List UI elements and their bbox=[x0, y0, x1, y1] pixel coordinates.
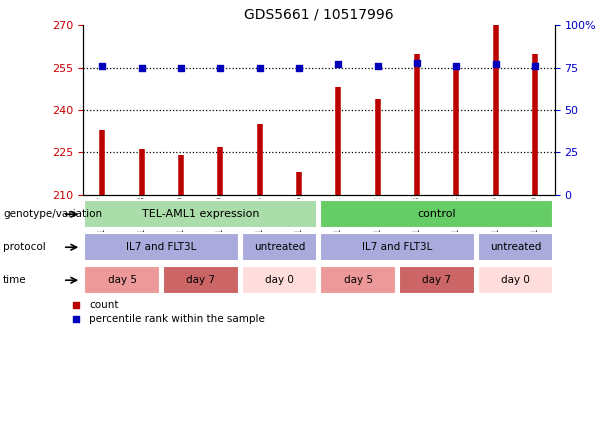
Bar bbox=[399, 266, 474, 294]
Point bbox=[255, 64, 265, 71]
Bar bbox=[85, 233, 238, 261]
Text: percentile rank within the sample: percentile rank within the sample bbox=[89, 314, 265, 324]
Bar bbox=[85, 266, 160, 294]
Point bbox=[71, 316, 81, 323]
Text: day 5: day 5 bbox=[344, 275, 373, 285]
Bar bbox=[85, 200, 317, 228]
Point bbox=[491, 61, 501, 68]
Title: GDS5661 / 10517996: GDS5661 / 10517996 bbox=[244, 8, 394, 22]
Text: day 7: day 7 bbox=[422, 275, 451, 285]
Point bbox=[71, 301, 81, 308]
Point bbox=[452, 63, 462, 69]
Text: IL7 and FLT3L: IL7 and FLT3L bbox=[362, 242, 433, 252]
Text: genotype/variation: genotype/variation bbox=[3, 209, 102, 219]
Point bbox=[97, 63, 107, 69]
Bar bbox=[321, 266, 396, 294]
Bar bbox=[242, 266, 317, 294]
Point bbox=[216, 64, 226, 71]
Text: day 0: day 0 bbox=[265, 275, 294, 285]
Point bbox=[176, 64, 186, 71]
Text: day 7: day 7 bbox=[186, 275, 215, 285]
Text: count: count bbox=[89, 300, 118, 310]
Bar bbox=[321, 200, 553, 228]
Bar bbox=[321, 233, 474, 261]
Text: control: control bbox=[417, 209, 456, 219]
Point bbox=[137, 64, 147, 71]
Text: IL7 and FLT3L: IL7 and FLT3L bbox=[126, 242, 197, 252]
Bar bbox=[478, 266, 553, 294]
Bar bbox=[163, 266, 238, 294]
Bar bbox=[242, 233, 317, 261]
Point bbox=[294, 64, 304, 71]
Point bbox=[412, 59, 422, 66]
Point bbox=[373, 63, 383, 69]
Text: day 0: day 0 bbox=[501, 275, 530, 285]
Text: time: time bbox=[3, 275, 27, 285]
Text: TEL-AML1 expression: TEL-AML1 expression bbox=[142, 209, 259, 219]
Text: protocol: protocol bbox=[3, 242, 46, 252]
Point bbox=[333, 61, 343, 68]
Bar bbox=[478, 233, 553, 261]
Text: untreated: untreated bbox=[490, 242, 541, 252]
Text: untreated: untreated bbox=[254, 242, 305, 252]
Point bbox=[530, 63, 540, 69]
Text: day 5: day 5 bbox=[108, 275, 137, 285]
